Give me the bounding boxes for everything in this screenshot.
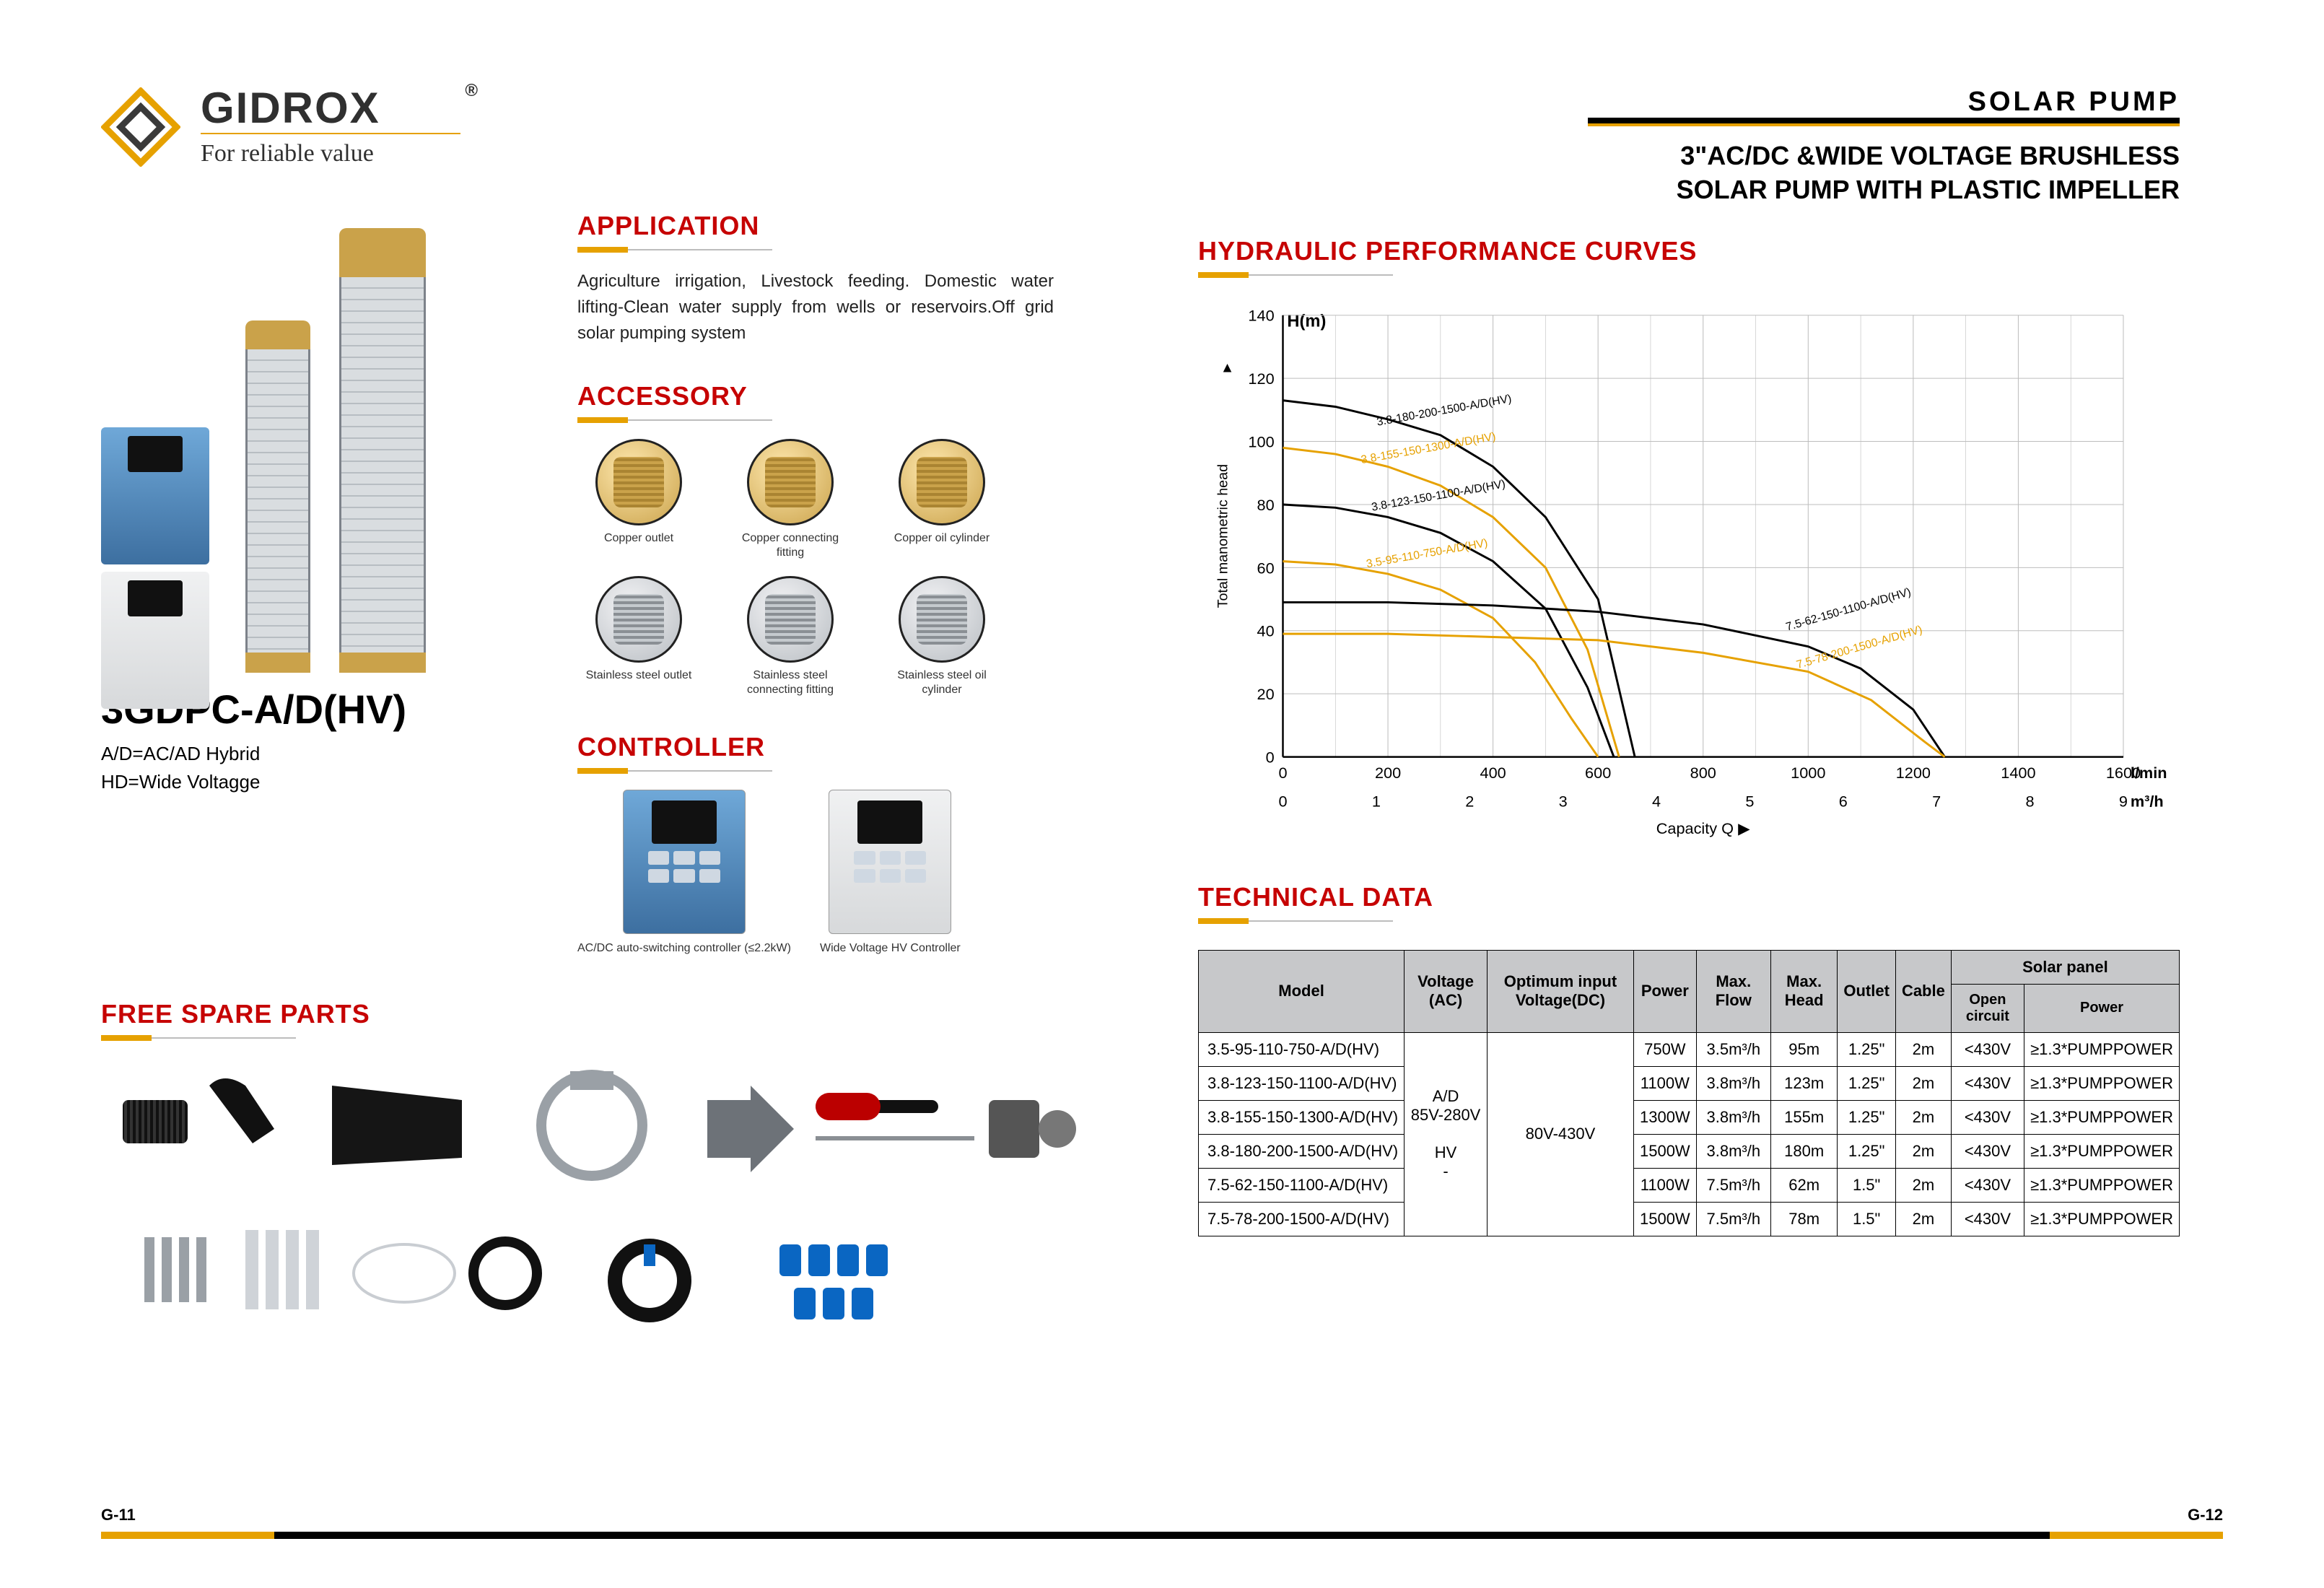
table-row: 3.8-155-150-1300-A/D(HV)1300W3.8m³/h155m…	[1199, 1100, 2180, 1134]
svg-text:0: 0	[1278, 764, 1287, 782]
section-application-title: APPLICATION	[577, 211, 1083, 241]
logo-mark-icon	[101, 87, 180, 167]
svg-text:20: 20	[1257, 685, 1275, 703]
subtitle-line2: SOLAR PUMP WITH PLASTIC IMPELLER	[1198, 173, 2180, 207]
brand-logo-block: GIDROX® For reliable value	[101, 87, 1083, 167]
performance-chart: H(m)020406080100120140020040060080010001…	[1198, 301, 2180, 846]
accessory-label: Stainless steel oil cylinder	[881, 668, 1003, 697]
section-controller-title: CONTROLLER	[577, 732, 1083, 762]
accessory-thumb: Stainless steel outlet	[577, 576, 700, 697]
category-title: SOLAR PUMP	[1198, 87, 2180, 118]
svg-text:6: 6	[1839, 792, 1848, 810]
page-number-left: G-11	[101, 1506, 136, 1524]
controller-image	[623, 790, 746, 934]
svg-text:2: 2	[1465, 792, 1474, 810]
table-row: 3.8-180-200-1500-A/D(HV)1500W3.8m³/h180m…	[1199, 1134, 2180, 1168]
table-row: 7.5-62-150-1100-A/D(HV)1100W7.5m³/h62m1.…	[1199, 1168, 2180, 1202]
svg-text:7: 7	[1932, 792, 1941, 810]
accessory-icon	[899, 576, 985, 663]
section-tech-title: TECHNICAL DATA	[1198, 882, 2180, 912]
svg-text:1: 1	[1372, 792, 1381, 810]
svg-text:120: 120	[1248, 370, 1274, 388]
svg-text:40: 40	[1257, 621, 1275, 640]
page-footer: G-11 G-12	[101, 1532, 2223, 1539]
svg-text:Capacity Q ▶: Capacity Q ▶	[1656, 819, 1750, 837]
svg-text:▲: ▲	[1220, 359, 1235, 375]
svg-text:3.8-180-200-1500-A/D(HV): 3.8-180-200-1500-A/D(HV)	[1376, 393, 1512, 429]
svg-text:140: 140	[1248, 306, 1274, 324]
controller-label: AC/DC auto-switching controller (≤2.2kW)	[577, 941, 791, 956]
svg-text:400: 400	[1480, 764, 1506, 782]
table-row: 3.5-95-110-750-A/D(HV)A/D 85V-280V HV -8…	[1199, 1032, 2180, 1066]
svg-text:3.8-123-150-1100-A/D(HV): 3.8-123-150-1100-A/D(HV)	[1371, 478, 1506, 513]
accessory-thumb: Copper oil cylinder	[881, 439, 1003, 560]
page-number-right: G-12	[2188, 1506, 2223, 1524]
accessory-thumb: Stainless steel oil cylinder	[881, 576, 1003, 697]
accessory-icon	[595, 439, 682, 525]
product-note: A/D=AC/AD Hybrid HD=Wide Voltagge	[101, 740, 549, 796]
table-row: 7.5-78-200-1500-A/D(HV)1500W7.5m³/h78m1.…	[1199, 1202, 2180, 1236]
application-text: Agriculture irrigation, Livestock feedin…	[577, 269, 1054, 346]
accessory-label: Stainless steel outlet	[586, 668, 692, 683]
controller-label: Wide Voltage HV Controller	[820, 941, 961, 956]
svg-text:80: 80	[1257, 495, 1275, 513]
svg-text:5: 5	[1745, 792, 1754, 810]
accessory-icon	[747, 576, 834, 663]
product-hero-image	[101, 211, 549, 673]
svg-text:1400: 1400	[2001, 764, 2035, 782]
controller-thumb: AC/DC auto-switching controller (≤2.2kW)	[577, 790, 791, 956]
svg-text:9: 9	[2119, 792, 2128, 810]
accessory-thumb: Copper outlet	[577, 439, 700, 560]
accessory-label: Stainless steel connecting fitting	[729, 668, 852, 697]
svg-text:0: 0	[1278, 792, 1287, 810]
accessory-icon	[747, 439, 834, 525]
svg-text:3: 3	[1559, 792, 1568, 810]
brand-tagline: For reliable value	[201, 140, 460, 167]
accessory-label: Copper connecting fitting	[729, 531, 852, 560]
accessory-thumb: Copper connecting fitting	[729, 439, 852, 560]
controller-image	[829, 790, 951, 934]
section-curves-title: HYDRAULIC PERFORMANCE CURVES	[1198, 236, 2180, 266]
section-accessory-title: ACCESSORY	[577, 381, 1083, 411]
spare-parts-image	[101, 1057, 1083, 1331]
svg-text:800: 800	[1690, 764, 1716, 782]
svg-text:1000: 1000	[1791, 764, 1825, 782]
svg-text:1200: 1200	[1896, 764, 1931, 782]
section-spare-title: FREE SPARE PARTS	[101, 999, 1083, 1029]
svg-text:200: 200	[1375, 764, 1401, 782]
subtitle-line1: 3"AC/DC &WIDE VOLTAGE BRUSHLESS	[1198, 139, 2180, 173]
table-row: 3.8-123-150-1100-A/D(HV)1100W3.8m³/h123m…	[1199, 1066, 2180, 1100]
svg-text:7.5-62-150-1100-A/D(HV): 7.5-62-150-1100-A/D(HV)	[1785, 585, 1913, 633]
brand-name: GIDROX®	[201, 87, 460, 130]
svg-text:8: 8	[2026, 792, 2035, 810]
svg-text:3.8-155-150-1300-A/D(HV): 3.8-155-150-1300-A/D(HV)	[1360, 430, 1496, 466]
svg-text:100: 100	[1248, 432, 1274, 450]
svg-text:4: 4	[1652, 792, 1661, 810]
svg-text:m³/h: m³/h	[2131, 792, 2164, 810]
technical-data-table: Model Voltage (AC) Optimum input Voltage…	[1198, 950, 2180, 1236]
controller-grid: AC/DC auto-switching controller (≤2.2kW)…	[577, 790, 1083, 956]
accessory-label: Copper outlet	[604, 531, 673, 546]
svg-text:Total manometric head: Total manometric head	[1215, 464, 1231, 608]
svg-text:600: 600	[1585, 764, 1611, 782]
svg-text:l/min: l/min	[2131, 764, 2167, 782]
svg-text:60: 60	[1257, 559, 1275, 577]
svg-text:3.5-95-110-750-A/D(HV): 3.5-95-110-750-A/D(HV)	[1366, 537, 1489, 570]
accessory-label: Copper oil cylinder	[894, 531, 990, 546]
accessory-icon	[595, 576, 682, 663]
controller-thumb: Wide Voltage HV Controller	[820, 790, 961, 956]
accessory-icon	[899, 439, 985, 525]
accessory-grid: Copper outlet Copper connecting fitting Co…	[577, 439, 1083, 697]
svg-text:0: 0	[1266, 748, 1275, 766]
accessory-thumb: Stainless steel connecting fitting	[729, 576, 852, 697]
